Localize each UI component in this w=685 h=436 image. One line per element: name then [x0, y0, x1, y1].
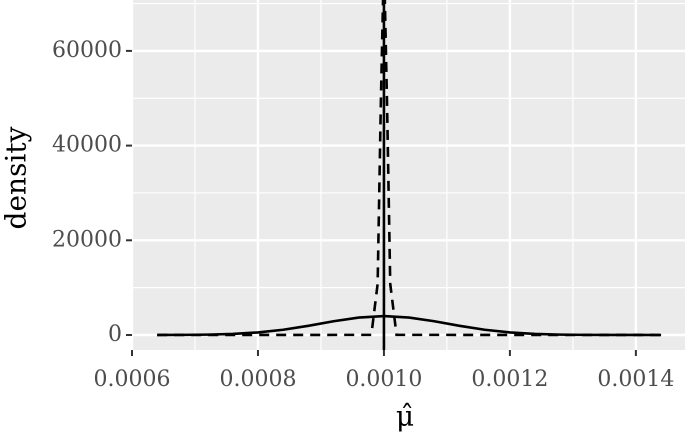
y-tick-label: 40000	[52, 133, 122, 158]
plot-area	[157, 0, 662, 350]
y-tick-label: 0	[108, 322, 122, 347]
x-axis-title: μ̂	[396, 400, 414, 433]
y-tick-label: 60000	[52, 38, 122, 63]
axes: 0.0006 0.0008 0.0010 0.0012 0.0014 0 20000 4000…	[52, 38, 674, 392]
x-tick-label: 0.0014	[597, 367, 674, 392]
x-tick-label: 0.0010	[345, 367, 422, 392]
panel	[132, 0, 685, 350]
x-tick-label: 0.0008	[219, 367, 296, 392]
y-tick-label: 20000	[52, 227, 122, 252]
density-line	[157, 0, 662, 337]
x-tick-label: 0.0006	[94, 367, 171, 392]
density-line	[157, 314, 662, 337]
x-tick-label: 0.0012	[471, 367, 548, 392]
y-axis-title: density	[0, 126, 33, 229]
